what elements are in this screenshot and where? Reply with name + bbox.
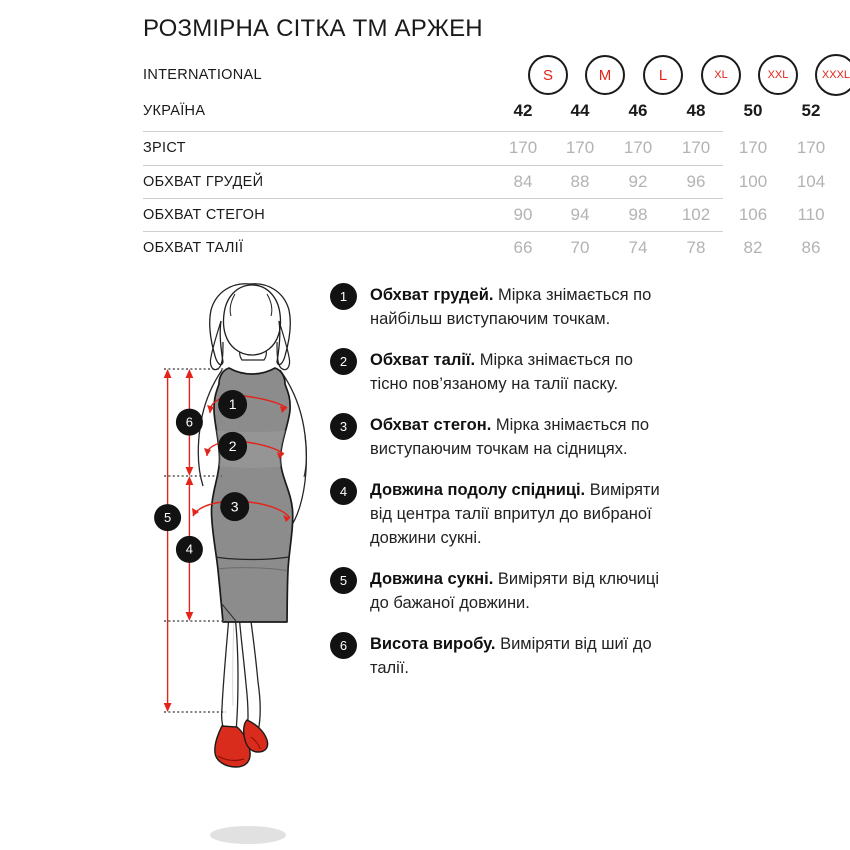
svg-text:1: 1 [229, 396, 237, 412]
svg-text:6: 6 [186, 414, 193, 429]
svg-text:4: 4 [186, 542, 193, 557]
svg-text:2: 2 [229, 438, 237, 454]
svg-text:3: 3 [231, 498, 239, 514]
svg-text:5: 5 [164, 510, 171, 525]
